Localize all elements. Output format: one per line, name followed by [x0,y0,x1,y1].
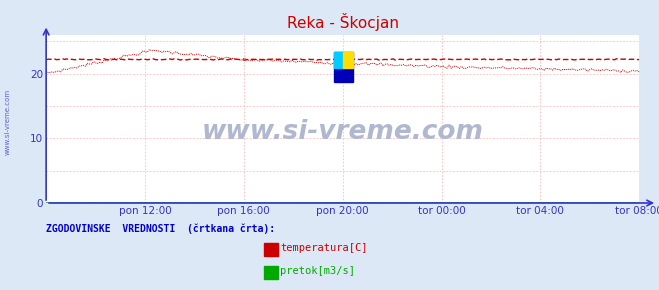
Text: pretok[m3/s]: pretok[m3/s] [280,266,355,276]
Text: temperatura[C]: temperatura[C] [280,243,368,253]
Text: www.si-vreme.com: www.si-vreme.com [202,119,484,145]
Text: www.si-vreme.com: www.si-vreme.com [5,89,11,155]
Title: Reka - Škocjan: Reka - Škocjan [287,13,399,31]
Bar [334,52,353,82]
Bar [334,52,343,68]
Bar [343,52,353,68]
Text: ZGODOVINSKE  VREDNOSTI  (črtkana črta):: ZGODOVINSKE VREDNOSTI (črtkana črta): [46,224,275,234]
